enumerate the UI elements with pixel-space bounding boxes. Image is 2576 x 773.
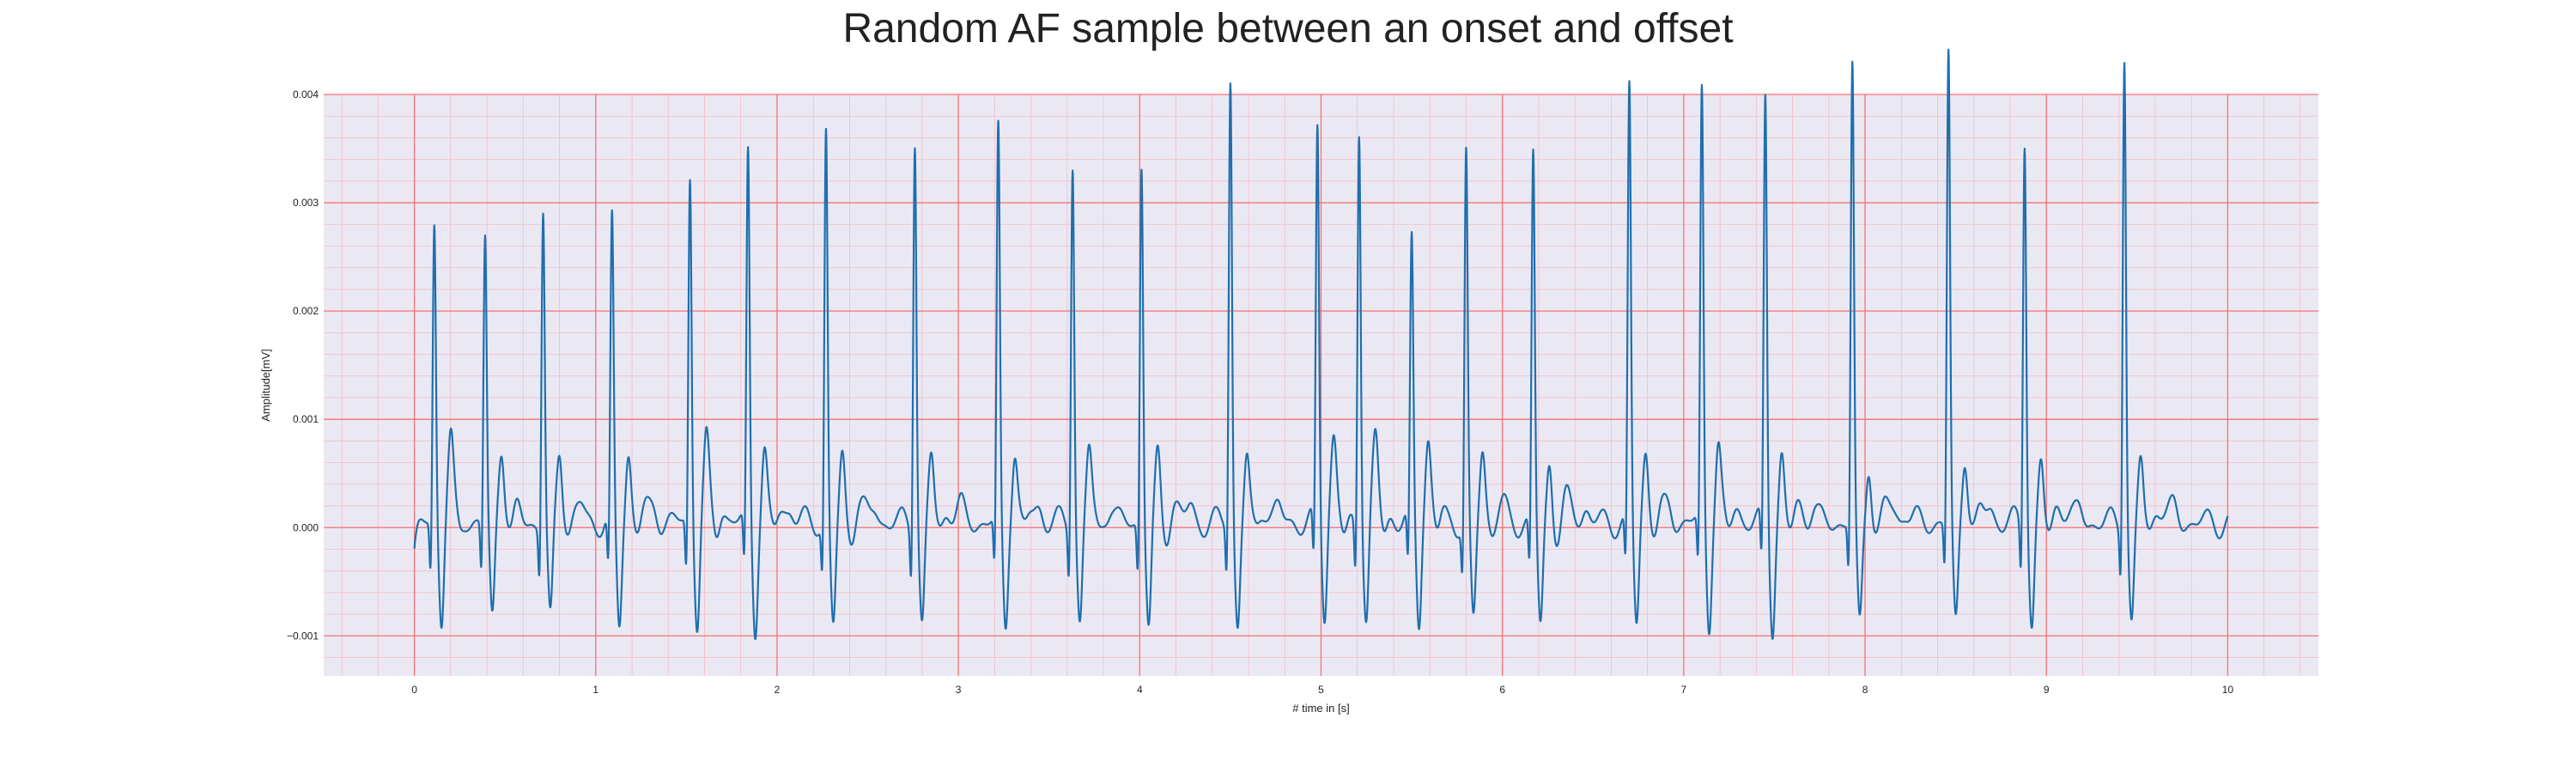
y-tick-label: −0.001 bbox=[287, 630, 319, 642]
x-tick-label: 5 bbox=[1318, 684, 1324, 696]
x-tick-label: 2 bbox=[775, 684, 781, 696]
x-tick-label: 7 bbox=[1681, 684, 1687, 696]
x-axis-label: # time in [s] bbox=[1292, 702, 1349, 715]
x-tick-label: 0 bbox=[411, 684, 417, 696]
y-tick-label: 0.000 bbox=[293, 521, 319, 533]
y-tick-label: 0.004 bbox=[293, 88, 319, 100]
ecg-series-line bbox=[413, 48, 2229, 641]
y-tick-label: 0.001 bbox=[293, 413, 319, 425]
series-layer bbox=[413, 48, 2229, 641]
x-tick-label: 1 bbox=[592, 684, 598, 696]
x-tick-label: 3 bbox=[956, 684, 962, 696]
x-tick-label: 4 bbox=[1137, 684, 1143, 696]
x-axis-ticks: 0 1 2 3 4 5 6 7 8 9 10 bbox=[411, 684, 2233, 696]
y-tick-label: 0.003 bbox=[293, 197, 319, 209]
y-axis-ticks: −0.001 0.000 0.001 0.002 0.003 0.004 bbox=[287, 88, 319, 642]
x-tick-label: 6 bbox=[1499, 684, 1505, 696]
y-tick-label: 0.002 bbox=[293, 305, 319, 317]
chart-title: Random AF sample between an onset and of… bbox=[842, 6, 1734, 52]
x-tick-label: 8 bbox=[1862, 684, 1868, 696]
x-tick-label: 9 bbox=[2044, 684, 2050, 696]
x-tick-label: 10 bbox=[2222, 684, 2234, 696]
y-axis-label: Amplitude[mV] bbox=[259, 349, 272, 422]
